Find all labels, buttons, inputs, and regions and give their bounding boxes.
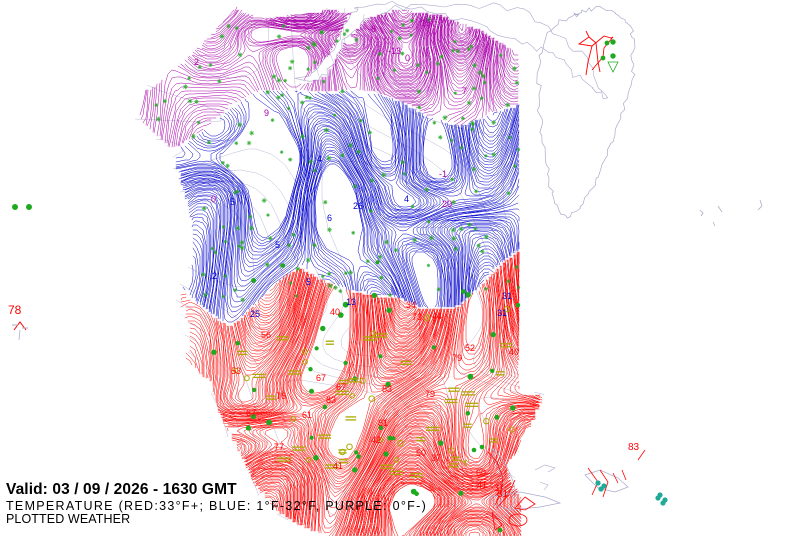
svg-text:4: 4: [404, 194, 409, 204]
svg-text:77: 77: [274, 442, 284, 452]
svg-text:4: 4: [317, 154, 322, 164]
svg-text:0: 0: [405, 53, 410, 63]
svg-text:67: 67: [246, 408, 256, 418]
svg-text:73: 73: [412, 312, 422, 322]
svg-text:13: 13: [346, 297, 356, 307]
svg-text:25: 25: [250, 309, 260, 319]
svg-text:5: 5: [230, 197, 235, 207]
svg-text:60: 60: [476, 468, 486, 478]
svg-text:31: 31: [497, 308, 507, 318]
svg-text:83: 83: [326, 395, 336, 405]
svg-text:78: 78: [8, 303, 22, 317]
svg-text:79: 79: [425, 389, 435, 399]
svg-text:5: 5: [306, 277, 311, 287]
svg-text:42: 42: [371, 435, 381, 445]
svg-text:31: 31: [502, 291, 512, 301]
svg-text:83: 83: [382, 384, 392, 394]
svg-text:-13: -13: [388, 46, 401, 56]
svg-text:41: 41: [477, 480, 487, 490]
svg-text:61: 61: [302, 410, 312, 420]
svg-text:15: 15: [421, 18, 431, 28]
svg-text:20: 20: [442, 199, 452, 209]
svg-text:41: 41: [333, 461, 343, 471]
svg-text:83: 83: [628, 442, 640, 453]
svg-text:26: 26: [353, 201, 363, 211]
svg-text:81: 81: [378, 418, 388, 428]
svg-text:0: 0: [211, 194, 216, 204]
svg-text:34: 34: [406, 300, 416, 310]
svg-text:-1: -1: [439, 169, 447, 179]
svg-text:40: 40: [330, 307, 340, 317]
svg-text:52: 52: [465, 343, 475, 353]
svg-text:76: 76: [276, 391, 286, 401]
svg-text:79: 79: [452, 353, 462, 363]
svg-text:37: 37: [431, 453, 441, 463]
svg-text:6: 6: [327, 213, 332, 223]
svg-text:-8: -8: [368, 24, 376, 34]
svg-text:5: 5: [275, 240, 280, 250]
svg-text:50: 50: [416, 448, 426, 458]
svg-text:37: 37: [494, 483, 504, 493]
svg-text:56: 56: [261, 330, 271, 340]
svg-text:40: 40: [509, 347, 519, 357]
svg-text:67: 67: [336, 382, 346, 392]
svg-text:2: 2: [212, 271, 217, 281]
svg-text:9: 9: [264, 108, 269, 118]
svg-text:7: 7: [462, 86, 467, 96]
svg-text:44: 44: [432, 311, 442, 321]
svg-text:67: 67: [316, 373, 326, 383]
svg-text:53: 53: [231, 366, 241, 376]
svg-text:2: 2: [194, 57, 199, 67]
